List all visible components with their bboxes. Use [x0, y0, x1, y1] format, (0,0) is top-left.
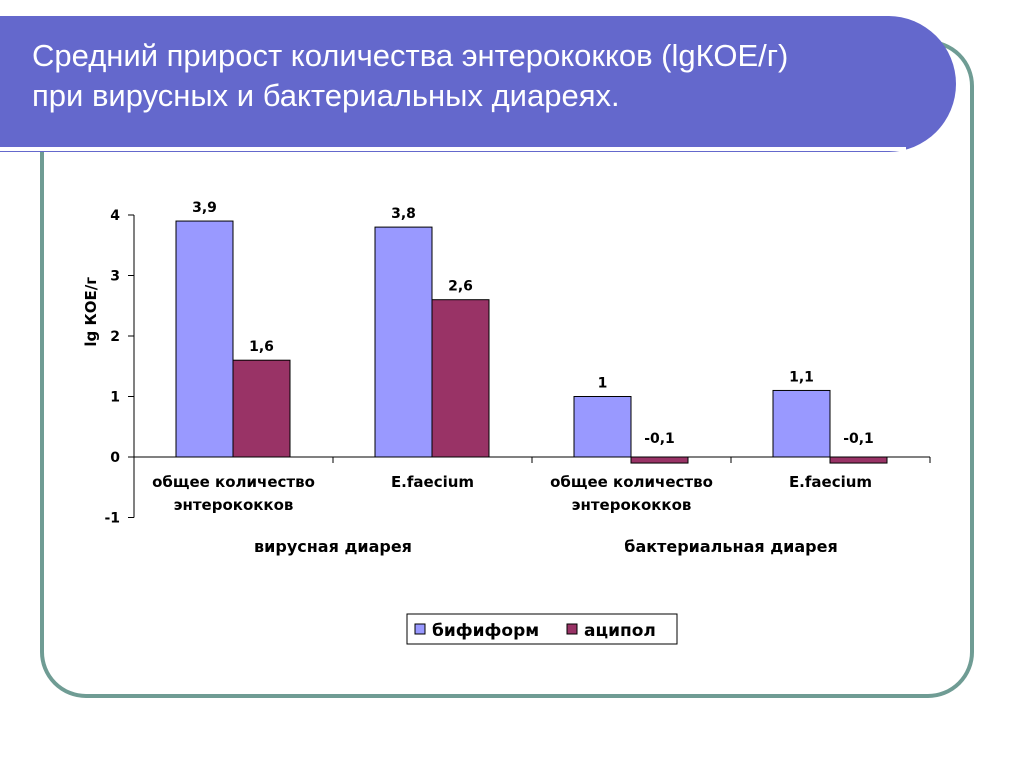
legend-label-bifiform: бифиформ	[432, 621, 539, 641]
banner-underline	[0, 147, 906, 151]
category-label: общее количество	[550, 473, 713, 491]
bar-acipol	[630, 456, 689, 464]
category-label: общее количество	[152, 473, 315, 491]
y-tick-label: 2	[110, 329, 120, 345]
legend-swatch-acipol	[566, 623, 578, 635]
category-label: E.faecium	[789, 473, 872, 491]
data-label: 1,6	[249, 339, 274, 355]
bar-acipol	[431, 299, 490, 458]
legend-swatch-bifiform	[414, 623, 426, 635]
data-label: 1	[598, 376, 608, 392]
y-tick-label: 1	[110, 390, 120, 406]
chart-labels: общее количество энтерококков E.faecium общ…	[152, 200, 874, 556]
chart-legend: бифиформ аципол	[406, 613, 678, 645]
chart-bars	[175, 220, 888, 464]
group-label: вирусная диарея	[254, 537, 412, 556]
data-label: 3,9	[192, 200, 217, 216]
y-axis-title: lg КОЕ/г	[82, 277, 100, 347]
y-tick-label: 0	[110, 450, 120, 466]
data-label: -0,1	[644, 431, 675, 447]
y-tick-label: 4	[110, 208, 120, 224]
slide-title: Средний прирост количества энтерококков …	[32, 36, 912, 116]
title-line-2: при вирусных и бактериальных диареях.	[32, 78, 620, 113]
data-label: 1,1	[789, 369, 814, 385]
y-tick-label: -1	[104, 511, 120, 527]
bar-bifiform	[175, 220, 234, 458]
data-label: 2,6	[448, 279, 473, 295]
data-label: -0,1	[843, 431, 874, 447]
category-label: E.faecium	[391, 473, 474, 491]
bar-acipol	[232, 359, 291, 458]
y-tick-label: 3	[110, 269, 120, 285]
data-label: 3,8	[391, 206, 416, 222]
bar-bifiform	[772, 389, 831, 458]
category-label: энтерококков	[572, 496, 692, 514]
title-line-1: Средний прирост количества энтерококков …	[32, 38, 789, 73]
legend-box	[406, 613, 678, 645]
group-label: бактериальная диарея	[624, 537, 837, 556]
title-banner	[0, 16, 956, 152]
legend-label-acipol: аципол	[584, 621, 656, 641]
bar-bifiform	[374, 226, 433, 458]
bar-bifiform	[573, 396, 632, 458]
category-label: энтерококков	[174, 496, 294, 514]
bar-acipol	[829, 456, 888, 464]
